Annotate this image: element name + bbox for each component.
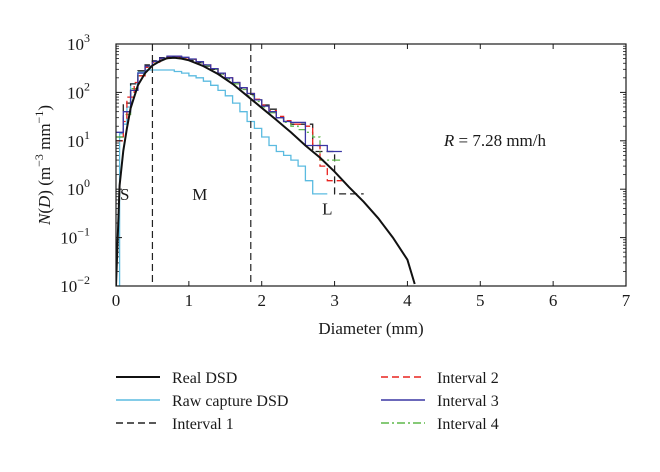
y-title-paren: ( xyxy=(35,208,54,214)
y-tick-base: 10 xyxy=(67,35,84,54)
y-tick-label: 10−1 xyxy=(60,225,90,248)
x-tick-label: 6 xyxy=(549,291,558,310)
rain-rate-annotation: R = 7.28 mm/h xyxy=(443,131,547,150)
y-tick-label: 10−2 xyxy=(60,273,90,296)
y-axis-title: N(D) (m−3 mm−1) xyxy=(32,105,54,226)
x-tick-label: 3 xyxy=(330,291,339,310)
y-title-close: ) xyxy=(35,105,54,111)
plot-series-group xyxy=(116,55,416,286)
y-title-symbol: N xyxy=(35,212,54,226)
y-tick-label: 102 xyxy=(67,79,90,102)
y-tick-exponent: 2 xyxy=(84,79,90,93)
y-title-sup1: −3 xyxy=(32,154,46,167)
x-tick-label: 2 xyxy=(257,291,266,310)
x-tick-label: 7 xyxy=(622,291,631,310)
legend-label-real-dsd: Real DSD xyxy=(172,370,237,387)
legend-label-interval-3: Interval 3 xyxy=(437,393,499,410)
x-tick-label: 4 xyxy=(403,291,412,310)
y-tick-base: 10 xyxy=(67,132,84,151)
x-tick-label: 5 xyxy=(476,291,485,310)
region-label-m: M xyxy=(192,185,207,204)
y-tick-exponent: −2 xyxy=(77,273,90,287)
y-tick-label: 101 xyxy=(67,128,90,151)
y-title-var: D xyxy=(35,195,54,209)
series-interval-4-line xyxy=(116,55,342,161)
series-real-dsd-line xyxy=(116,56,416,286)
x-axis-title: Diameter (mm) xyxy=(318,319,423,338)
y-tick-base: 10 xyxy=(67,180,84,199)
y-title-units2: mm xyxy=(35,123,54,154)
y-tick-label: 103 xyxy=(67,31,90,54)
region-label-s: S xyxy=(120,185,129,204)
x-tick-label: 0 xyxy=(112,291,121,310)
y-tick-exponent: 1 xyxy=(84,128,90,142)
legend-label-raw-capture-dsd: Raw capture DSD xyxy=(172,393,288,410)
plot-area: S M L R = 7.28 mm/h xyxy=(116,44,547,286)
y-tick-exponent: 3 xyxy=(84,31,90,45)
legend-label-interval-4: Interval 4 xyxy=(437,416,499,433)
y-tick-label: 100 xyxy=(67,176,90,199)
rain-rate-symbol: R xyxy=(443,131,455,150)
legend-label-interval-1: Interval 1 xyxy=(172,416,234,433)
series-interval-2-line xyxy=(116,55,342,182)
y-tick-exponent: 0 xyxy=(84,176,90,190)
legend: Real DSD Raw capture DSD Interval 1 Interva… xyxy=(116,370,499,433)
legend-label-interval-2: Interval 2 xyxy=(437,370,499,387)
region-label-l: L xyxy=(322,199,332,218)
y-tick-exponent: −1 xyxy=(77,225,90,239)
y-tick-base: 10 xyxy=(60,277,77,296)
y-title-units: ) (m xyxy=(35,167,54,196)
y-tick-base: 10 xyxy=(67,83,84,102)
y-title-sup2: −1 xyxy=(32,111,46,124)
series-interval-1-line xyxy=(116,56,364,195)
series-raw-capture-dsd-line xyxy=(116,69,328,286)
rain-rate-value: = 7.28 mm/h xyxy=(454,131,546,150)
axes-frame xyxy=(115,43,627,287)
y-tick-base: 10 xyxy=(60,229,77,248)
x-tick-label: 1 xyxy=(185,291,194,310)
